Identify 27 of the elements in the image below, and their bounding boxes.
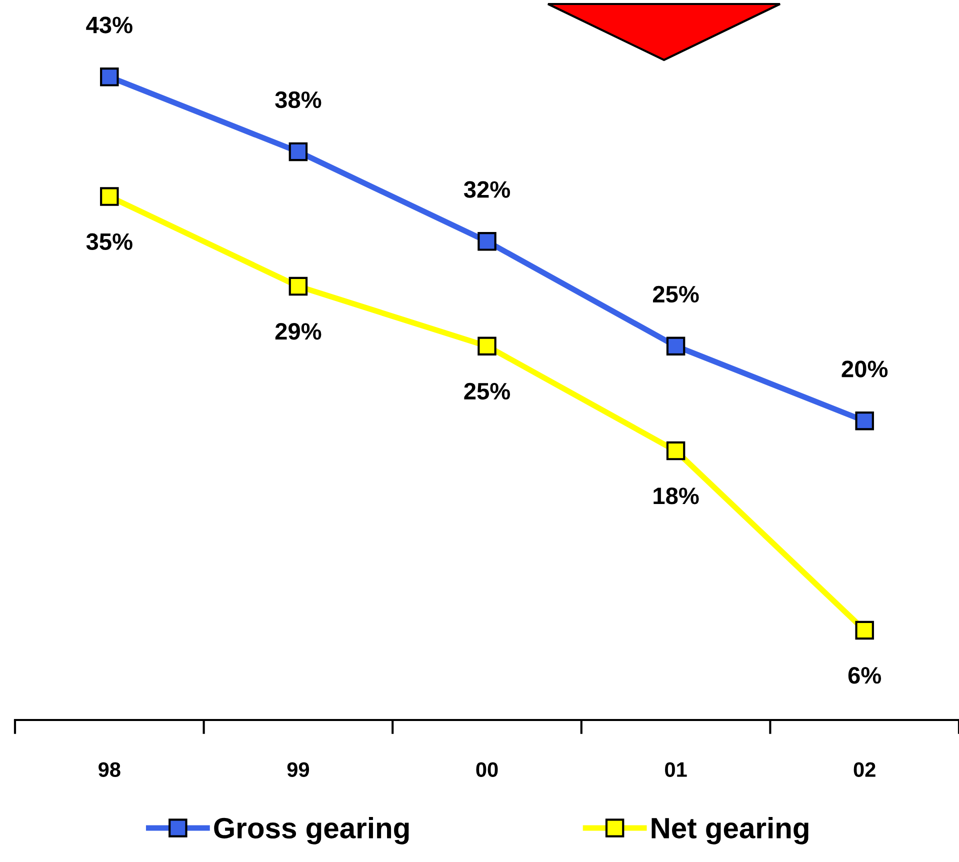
data-label: 20% (842, 360, 888, 378)
x-tick-label: 00 (476, 762, 498, 777)
data-label: 6% (848, 667, 882, 684)
data-label: 32% (464, 181, 510, 198)
data-label: 29% (275, 323, 322, 340)
x-tick-label: 98 (98, 762, 120, 777)
data-label: 25% (652, 286, 699, 303)
point (478, 232, 496, 251)
point (288, 276, 308, 296)
legend-label: Net gearing (652, 817, 808, 844)
point (288, 142, 308, 162)
data-label: 43% (86, 16, 132, 34)
data-label: 18% (654, 488, 699, 504)
x-tick-label: 02 (854, 762, 876, 777)
data-label: 25% (464, 382, 510, 400)
point (855, 620, 874, 640)
legend-label: Gross gearing (214, 817, 409, 844)
point (478, 336, 496, 356)
point (100, 68, 119, 86)
x-tick-label: 99 (287, 762, 310, 777)
point (666, 441, 686, 460)
point (100, 187, 119, 206)
point (855, 412, 874, 430)
data-label: 35% (86, 233, 132, 250)
point (666, 336, 686, 356)
data-label: 38% (275, 91, 322, 108)
x-tick-label: 01 (665, 762, 687, 777)
